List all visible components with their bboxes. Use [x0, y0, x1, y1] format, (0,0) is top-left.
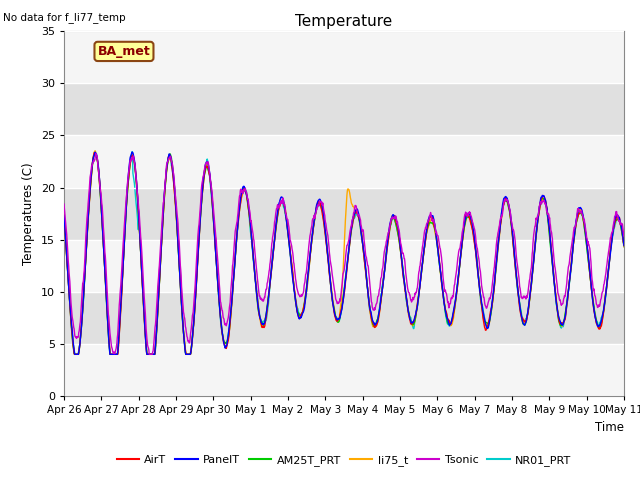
Y-axis label: Temperatures (C): Temperatures (C): [22, 162, 35, 265]
Text: No data for f_li77_temp: No data for f_li77_temp: [3, 12, 126, 23]
Legend: AirT, PanelT, AM25T_PRT, li75_t, Tsonic, NR01_PRT: AirT, PanelT, AM25T_PRT, li75_t, Tsonic,…: [112, 451, 576, 470]
Bar: [64, 31, 624, 84]
Title: Temperature: Temperature: [296, 13, 392, 29]
Bar: [64, 188, 624, 240]
Bar: [64, 344, 624, 396]
Bar: [64, 84, 624, 135]
Bar: [64, 240, 624, 292]
Bar: [64, 135, 624, 188]
Text: BA_met: BA_met: [97, 45, 150, 58]
Bar: [64, 292, 624, 344]
X-axis label: Time: Time: [595, 420, 624, 433]
